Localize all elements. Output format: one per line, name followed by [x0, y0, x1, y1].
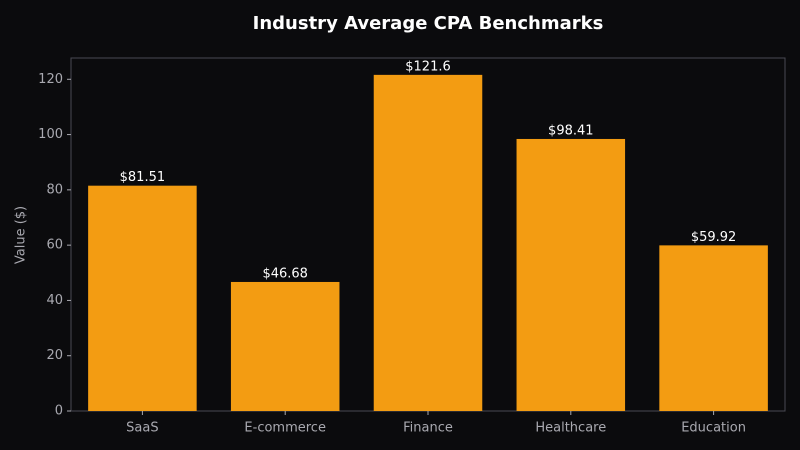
x-tick-label: Finance — [403, 421, 453, 436]
y-tick-label: 120 — [38, 72, 63, 87]
x-tick-label: Healthcare — [535, 421, 606, 436]
y-tick-label: 80 — [46, 182, 63, 197]
x-tick-label: SaaS — [126, 421, 158, 436]
y-axis-label: Value ($) — [14, 206, 29, 264]
x-tick-label: Education — [681, 421, 746, 436]
y-tick-label: 40 — [46, 293, 63, 308]
y-tick-label: 20 — [46, 348, 63, 363]
y-tick-label: 0 — [55, 404, 63, 419]
chart-title: Industry Average CPA Benchmarks — [253, 13, 604, 34]
value-label: $121.6 — [405, 59, 451, 74]
bar — [88, 185, 197, 411]
value-label: $81.51 — [120, 170, 166, 185]
value-label: $46.68 — [262, 266, 308, 281]
bar — [516, 138, 626, 411]
bar — [230, 281, 340, 411]
y-tick-label: 60 — [46, 238, 63, 253]
bar — [373, 74, 483, 411]
bar — [659, 245, 768, 411]
y-tick-label: 100 — [38, 127, 63, 142]
value-label: $98.41 — [548, 123, 594, 138]
value-label: $59.92 — [691, 230, 737, 245]
x-tick-label: E-commerce — [244, 421, 326, 436]
